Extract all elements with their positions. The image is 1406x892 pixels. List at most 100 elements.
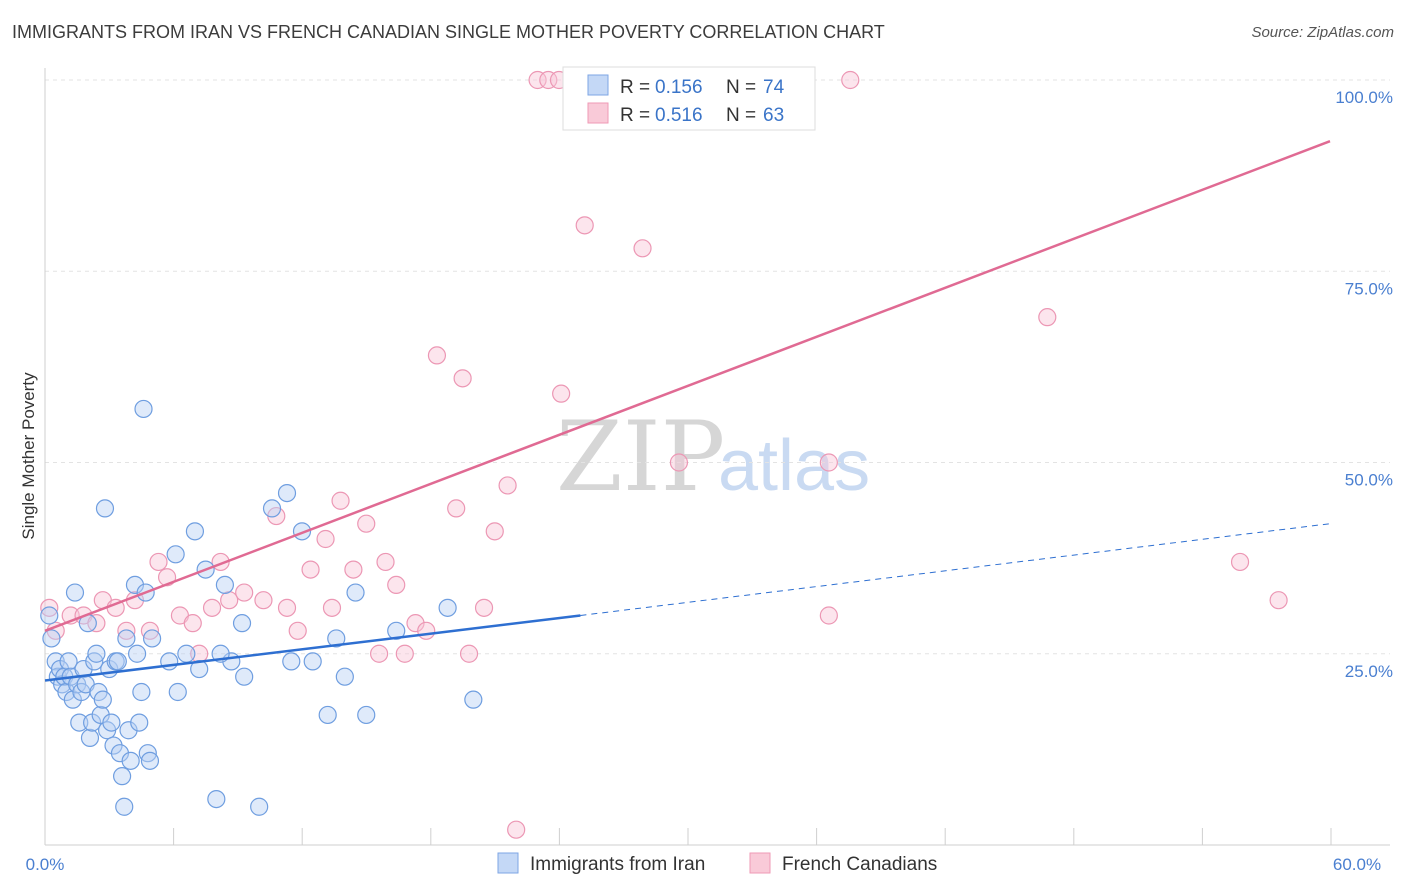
iran-point-58 — [250, 797, 269, 816]
french-point-32 — [395, 644, 414, 663]
iran-point-0 — [40, 606, 59, 625]
iran-point-68 — [387, 621, 406, 640]
y-axis-title: Single Mother Poverty — [19, 372, 38, 540]
french-point-40 — [485, 522, 504, 541]
iran-point-57 — [235, 667, 254, 686]
iran-point-67 — [357, 705, 376, 725]
french-point-29 — [370, 644, 389, 663]
trend-line-iran — [44, 614, 581, 682]
iran-point-24 — [93, 690, 112, 709]
iran-point-55 — [215, 575, 234, 595]
gridlines — [45, 79, 1390, 655]
chart-title: IMMIGRANTS FROM IRAN VS FRENCH CANADIAN … — [12, 22, 885, 42]
iran-point-50 — [177, 644, 196, 663]
iran-point-70 — [464, 690, 483, 709]
y-axis-tick-labels: 25.0% 50.0% 75.0% 100.0% — [1335, 88, 1393, 681]
french-point-19 — [254, 591, 273, 610]
french-point-34 — [417, 621, 436, 640]
y-tick-label-50: 50.0% — [1345, 471, 1393, 490]
iran-point-73 — [346, 583, 365, 602]
iran-point-49 — [168, 682, 187, 702]
french-point-43 — [528, 70, 547, 90]
french-point-0 — [40, 598, 59, 617]
french-point-46 — [552, 384, 571, 403]
legend-r-label-iran: R = — [620, 77, 650, 98]
trend-line-french — [44, 140, 1331, 632]
french-point-59 — [841, 70, 860, 90]
bottom-legend-swatch-french — [749, 852, 771, 874]
legend-r-label-french: R = — [620, 105, 650, 126]
iran-point-34 — [115, 797, 134, 816]
iran-point-1 — [42, 629, 61, 648]
french-point-22 — [288, 621, 307, 640]
bottom-legend: Immigrants from Iran French Canadians — [497, 852, 937, 875]
legend-n-value-iran: 74 — [763, 77, 785, 98]
iran-point-61 — [282, 652, 301, 671]
french-point-51 — [633, 239, 652, 258]
french-point-24 — [316, 529, 335, 549]
french-point-21 — [277, 598, 297, 617]
iran-point-48 — [166, 545, 185, 564]
series-immigrants-from-iran — [40, 399, 483, 816]
iran-point-11 — [65, 583, 85, 602]
legend-n-label-french: N = — [726, 105, 756, 126]
french-point-37 — [453, 369, 472, 388]
french-point-10 — [149, 552, 168, 572]
french-point-38 — [459, 644, 479, 663]
legend-n-value-french: 63 — [763, 105, 784, 126]
french-point-60 — [1038, 308, 1057, 327]
bottom-legend-label-iran: Immigrants from Iran — [530, 854, 705, 875]
iran-point-60 — [277, 484, 297, 503]
iran-point-39 — [127, 644, 147, 663]
y-tick-label-25: 25.0% — [1345, 662, 1393, 681]
iran-point-66 — [335, 667, 354, 686]
watermark-atlas: atlas — [718, 426, 870, 506]
legend-box: R = 0.156 N = 74 R = 0.516 N = 63 — [562, 66, 816, 131]
legend-swatch-french — [587, 102, 609, 124]
x-tick-label-max: 60.0% — [1333, 855, 1381, 874]
iran-point-31 — [108, 652, 127, 671]
french-point-35 — [427, 346, 447, 365]
iran-point-45 — [140, 751, 160, 770]
iran-point-63 — [303, 652, 322, 671]
legend-n-label-iran: N = — [726, 77, 756, 98]
iran-point-65 — [327, 629, 346, 648]
french-point-17 — [220, 591, 239, 610]
iran-point-42 — [134, 399, 153, 419]
iran-point-18 — [80, 728, 100, 748]
bottom-legend-label-french: French Canadians — [782, 854, 937, 875]
french-point-36 — [447, 499, 466, 518]
legend-r-value-iran: 0.156 — [655, 77, 703, 98]
french-point-57 — [819, 453, 838, 472]
iran-point-46 — [142, 629, 162, 648]
french-point-27 — [344, 560, 363, 579]
iran-point-33 — [112, 767, 132, 786]
legend-r-value-french: 0.516 — [655, 105, 703, 126]
french-point-39 — [474, 598, 494, 617]
french-point-61 — [1230, 552, 1250, 572]
legend-swatch-iran — [587, 74, 609, 96]
x-tick-label-min: 0.0% — [26, 855, 65, 874]
iran-point-35 — [117, 629, 136, 648]
watermark-zip: ZIP — [556, 401, 725, 513]
french-point-15 — [202, 598, 222, 617]
french-point-41 — [498, 476, 517, 495]
iran-point-54 — [207, 789, 226, 809]
french-point-26 — [331, 491, 350, 510]
french-point-23 — [301, 560, 320, 579]
bottom-legend-swatch-iran — [497, 852, 519, 874]
french-point-42 — [507, 820, 526, 839]
trend-lines — [44, 140, 1331, 682]
source-label: Source: ZipAtlas.com — [1251, 24, 1394, 41]
french-point-44 — [539, 70, 558, 90]
iran-point-40 — [130, 713, 149, 732]
iran-point-72 — [232, 614, 252, 633]
french-point-30 — [376, 552, 395, 572]
trend-line-iran-extrapolated — [580, 523, 1331, 616]
french-point-31 — [387, 575, 406, 595]
iran-point-41 — [132, 682, 151, 702]
iran-point-8 — [59, 652, 78, 671]
french-point-28 — [357, 514, 376, 533]
iran-point-21 — [87, 644, 106, 663]
